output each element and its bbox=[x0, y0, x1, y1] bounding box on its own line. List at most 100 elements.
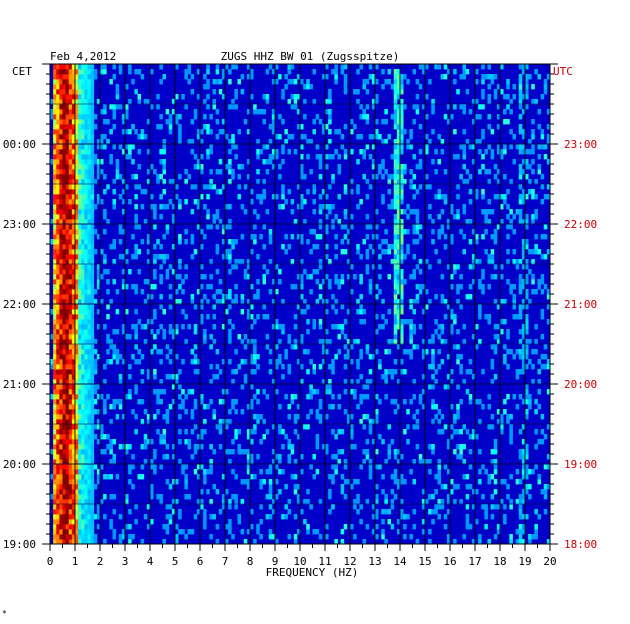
spectrogram-cell bbox=[62, 89, 67, 95]
spectrogram-cell bbox=[528, 149, 532, 155]
spectrogram-cell bbox=[75, 419, 79, 425]
spectrogram-cell bbox=[421, 389, 426, 395]
spectrogram-cell bbox=[537, 169, 542, 175]
spectrogram-cell bbox=[53, 264, 57, 270]
spectrogram-cell bbox=[178, 394, 182, 400]
spectrogram-cell bbox=[365, 439, 370, 445]
spectrogram-cell bbox=[325, 224, 329, 230]
spectrogram-cell bbox=[81, 464, 85, 470]
spectrogram-cell bbox=[59, 244, 63, 250]
frequency-tick-label: 0 bbox=[47, 555, 54, 568]
spectrogram-cell bbox=[84, 414, 88, 420]
spectrogram-cell bbox=[125, 104, 129, 110]
spectrogram-cell bbox=[78, 329, 82, 335]
spectrogram-cell bbox=[162, 334, 167, 340]
spectrogram-cell bbox=[396, 479, 401, 485]
spectrogram-cell bbox=[287, 79, 292, 85]
spectrogram-cell bbox=[437, 479, 442, 485]
spectrogram-cell bbox=[359, 254, 363, 260]
spectrogram-cell bbox=[278, 114, 282, 120]
spectrogram-cell bbox=[534, 244, 538, 250]
spectrogram-cell bbox=[65, 384, 70, 390]
spectrogram-cell bbox=[178, 299, 182, 305]
spectrogram-cell bbox=[71, 294, 76, 300]
spectrogram-cell bbox=[75, 364, 79, 370]
spectrogram-cell bbox=[281, 89, 285, 95]
spectrogram-cell bbox=[65, 174, 70, 180]
spectrogram-cell bbox=[56, 394, 60, 400]
spectrogram-cell bbox=[184, 429, 188, 435]
spectrogram-cell bbox=[62, 464, 67, 470]
spectrogram-cell bbox=[68, 434, 73, 440]
spectrogram-cell bbox=[353, 124, 357, 130]
spectrogram-cell bbox=[56, 514, 60, 520]
spectrogram-cell bbox=[71, 364, 76, 370]
spectrogram-cell bbox=[59, 269, 63, 275]
spectrogram-cell bbox=[203, 114, 207, 120]
spectrogram-cell bbox=[331, 369, 335, 375]
spectrogram-cell bbox=[493, 444, 498, 450]
spectrogram-cell bbox=[56, 169, 60, 175]
spectrogram-cell bbox=[75, 539, 79, 545]
spectrogram-cell bbox=[150, 494, 154, 500]
spectrogram-cell bbox=[168, 504, 173, 510]
spectrogram-cell bbox=[215, 134, 220, 140]
spectrogram-cell bbox=[209, 344, 213, 350]
spectrogram-cell bbox=[90, 404, 95, 410]
spectrogram-cell bbox=[228, 269, 232, 275]
spectrogram-cell bbox=[78, 69, 82, 75]
spectrogram-cell bbox=[50, 219, 54, 225]
spectrogram-cell bbox=[190, 239, 195, 245]
spectrogram-cell bbox=[200, 444, 204, 450]
spectrogram-cell bbox=[396, 89, 401, 95]
spectrogram-cell bbox=[546, 424, 551, 430]
spectrogram-cell bbox=[153, 169, 157, 175]
spectrogram-cell bbox=[418, 289, 423, 295]
spectrogram-cell bbox=[128, 469, 132, 475]
spectrogram-cell bbox=[228, 529, 232, 535]
spectrogram-cell bbox=[540, 354, 545, 360]
spectrogram-cell bbox=[293, 99, 298, 105]
spectrogram-cell bbox=[134, 359, 138, 365]
spectrogram-cell bbox=[268, 484, 273, 490]
spectrogram-cell bbox=[65, 79, 70, 85]
spectrogram-cell bbox=[393, 409, 398, 415]
spectrogram-cell bbox=[375, 94, 379, 100]
spectrogram-cell bbox=[396, 194, 401, 200]
spectrogram-cell bbox=[93, 399, 98, 405]
spectrogram-cell bbox=[100, 299, 104, 305]
spectrogram-cell bbox=[121, 414, 126, 420]
spectrogram-cell bbox=[475, 259, 479, 265]
spectrogram-cell bbox=[59, 469, 63, 475]
spectrogram-cell bbox=[509, 99, 513, 105]
spectrogram-cell bbox=[537, 474, 542, 480]
spectrogram-cell bbox=[312, 369, 317, 375]
spectrogram-cell bbox=[440, 329, 445, 335]
spectrogram-cell bbox=[87, 494, 92, 500]
spectrogram-cell bbox=[65, 354, 70, 360]
spectrogram-cell bbox=[59, 384, 63, 390]
spectrogram-cell bbox=[512, 299, 517, 305]
spectrogram-cell bbox=[59, 294, 63, 300]
spectrogram-cell bbox=[168, 119, 173, 125]
spectrogram-cell bbox=[493, 229, 498, 235]
spectrogram-cell bbox=[212, 409, 217, 415]
spectrogram-cell bbox=[146, 414, 151, 420]
spectrogram-cell bbox=[53, 204, 57, 210]
spectrogram-cell bbox=[525, 394, 529, 400]
spectrogram-cell bbox=[225, 254, 229, 260]
spectrogram-cell bbox=[171, 454, 176, 460]
spectrogram-cell bbox=[200, 399, 204, 405]
spectrogram-cell bbox=[446, 264, 451, 270]
spectrogram-cell bbox=[462, 379, 467, 385]
spectrogram-cell bbox=[112, 354, 117, 360]
spectrogram-cell bbox=[340, 324, 345, 330]
spectrogram-cell bbox=[218, 159, 223, 165]
spectrogram-cell bbox=[59, 259, 63, 265]
spectrogram-cell bbox=[381, 374, 385, 380]
spectrogram-cell bbox=[500, 274, 504, 280]
spectrogram-cell bbox=[90, 99, 95, 105]
spectrogram-cell bbox=[71, 269, 76, 275]
spectrogram-cell bbox=[103, 109, 107, 115]
spectrogram-cell bbox=[240, 384, 245, 390]
